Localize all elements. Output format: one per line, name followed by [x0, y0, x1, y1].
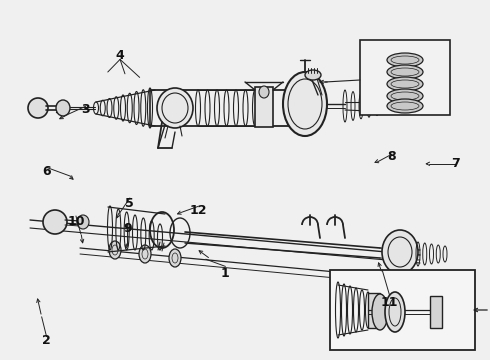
- Text: 9: 9: [123, 222, 132, 235]
- Text: 4: 4: [116, 49, 124, 62]
- Ellipse shape: [305, 70, 321, 80]
- Text: 2: 2: [42, 334, 51, 347]
- Ellipse shape: [387, 99, 423, 113]
- Bar: [255, 87, 273, 127]
- Ellipse shape: [382, 230, 418, 274]
- Ellipse shape: [387, 77, 423, 91]
- Ellipse shape: [77, 215, 89, 229]
- Ellipse shape: [56, 100, 70, 116]
- Text: 7: 7: [451, 157, 460, 170]
- Text: 11: 11: [381, 296, 398, 309]
- Ellipse shape: [139, 245, 151, 263]
- Text: 8: 8: [388, 150, 396, 163]
- Bar: [430, 296, 442, 328]
- Text: 1: 1: [221, 267, 230, 280]
- Text: 6: 6: [42, 165, 51, 177]
- Bar: [360, 40, 450, 115]
- Bar: [330, 270, 475, 350]
- Ellipse shape: [259, 86, 269, 98]
- Ellipse shape: [169, 249, 181, 267]
- Ellipse shape: [109, 241, 121, 259]
- Bar: [368, 293, 380, 328]
- Ellipse shape: [387, 53, 423, 67]
- Ellipse shape: [387, 89, 423, 103]
- Ellipse shape: [283, 72, 327, 136]
- Ellipse shape: [157, 88, 193, 128]
- Text: 5: 5: [125, 197, 134, 210]
- Ellipse shape: [28, 98, 48, 118]
- Text: 3: 3: [81, 103, 90, 116]
- Ellipse shape: [372, 294, 388, 330]
- Ellipse shape: [43, 210, 67, 234]
- Ellipse shape: [385, 292, 405, 332]
- Text: 10: 10: [67, 215, 85, 228]
- Text: 12: 12: [190, 204, 207, 217]
- Ellipse shape: [387, 65, 423, 79]
